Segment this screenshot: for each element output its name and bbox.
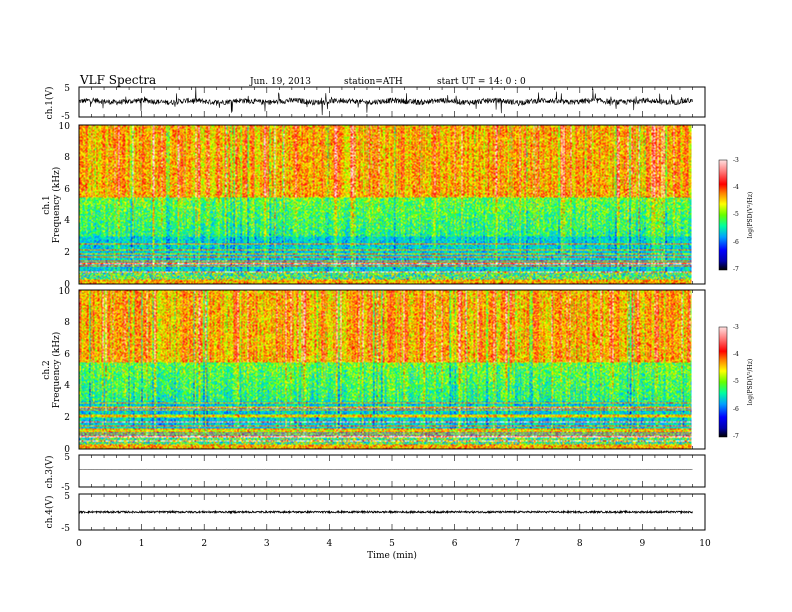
x-tick-label-9: 9	[640, 539, 646, 549]
ch2-cb-tick-m4: -4	[733, 351, 739, 358]
ch2-freq-tick-2: 2	[64, 413, 70, 423]
ch2-freq-tick-10: 10	[59, 287, 71, 297]
x-tick-label-10: 10	[699, 539, 711, 549]
ch2-freq-tick-8: 8	[64, 318, 70, 328]
x-tick-label-6: 6	[452, 539, 458, 549]
ch4-waveform-ylabel: ch.4(V)	[44, 496, 55, 529]
ch4-y-tick-top: 5	[64, 492, 70, 502]
date-label: Jun. 19, 2013	[249, 77, 311, 87]
ch1-y-tick-bottom: -5	[61, 112, 70, 122]
ch1-colorbar: -3 -4 -5 -6 -7 log(PSD(V²/Hz)	[718, 157, 754, 273]
ch2-spectrogram-ylabel-1: ch.2	[42, 360, 52, 379]
ch1-waveform-panel: 5 -5 ch.1(V)	[44, 84, 706, 122]
ch1-spectrogram-ylabel-2: Frequency (kHz)	[51, 167, 62, 244]
ch3-y-tick-top: 5	[64, 453, 70, 463]
ch2-spectrogram-ylabel-2: Frequency (kHz)	[51, 332, 62, 409]
ch1-waveform-ylabel: ch.1(V)	[44, 87, 55, 120]
ch4-waveform-panel: 5 -5 ch.4(V)	[44, 492, 706, 534]
ch2-cb-tick-m5: -5	[733, 378, 739, 385]
ch2-colorbar: -3 -4 -5 -6 -7 log(PSD(V²/Hz)	[718, 324, 754, 440]
ch2-cb-tick-m7: -7	[733, 433, 739, 440]
ch2-freq-tick-6: 6	[64, 350, 70, 360]
ch1-cb-tick-m3: -3	[733, 157, 739, 164]
ch1-freq-tick-2: 2	[64, 248, 70, 258]
ch1-freq-tick-0: 0	[64, 280, 70, 290]
ch4-waveform-ticks	[78, 494, 706, 530]
ch1-cb-tick-m6: -6	[733, 239, 739, 246]
ch1-spectrogram-raster	[79, 125, 692, 284]
x-tick-label-4: 4	[327, 539, 333, 549]
ch1-freq-tick-10: 10	[59, 122, 71, 132]
x-axis-label: Time (min)	[367, 550, 417, 561]
ch1-waveform-trace	[79, 87, 693, 116]
ch2-freq-tick-4: 4	[64, 381, 70, 391]
x-tick-label-8: 8	[577, 539, 583, 549]
ch2-cb-tick-m6: -6	[733, 406, 739, 413]
x-tick-label-7: 7	[514, 539, 520, 549]
station-label: station=ATH	[344, 77, 403, 87]
ch4-waveform-trace	[78, 509, 693, 515]
x-tick-label-5: 5	[389, 539, 395, 549]
x-tick-label-0: 0	[76, 539, 82, 549]
ch2-colorbar-scale	[718, 326, 728, 438]
ch2-colorbar-label: log(PSD(V²/Hz)	[747, 359, 754, 406]
figure-title: VLF Spectra	[79, 73, 156, 87]
ch1-freq-tick-8: 8	[64, 153, 70, 163]
ch3-waveform-ticks	[78, 455, 706, 487]
ch1-cb-tick-m7: -7	[733, 266, 739, 273]
ch1-cb-tick-m5: -5	[733, 211, 739, 218]
x-axis-tick-labels: 0 1 2 3 4 5 6 7 8 9 10	[76, 539, 711, 549]
ch1-spectrogram-ylabel-1: ch.1	[42, 195, 52, 214]
ch4-y-tick-bottom: -5	[61, 524, 70, 534]
ch1-colorbar-label: log(PSD(V²/Hz)	[747, 192, 754, 239]
ch1-waveform-ticks	[78, 87, 706, 117]
ch3-waveform-panel: 5 -5 ch.3(V)	[44, 453, 706, 493]
x-tick-label-1: 1	[139, 539, 145, 549]
ch1-y-tick-top: 5	[64, 84, 70, 94]
ch3-y-tick-bottom: -5	[61, 483, 70, 493]
ch3-waveform-ylabel: ch.3(V)	[44, 456, 55, 489]
ch1-freq-tick-4: 4	[64, 216, 70, 226]
ch1-freq-tick-6: 6	[64, 185, 70, 195]
start-ut-label: start UT = 14: 0 : 0	[437, 77, 526, 87]
ch1-cb-tick-m4: -4	[733, 184, 739, 191]
ch2-cb-tick-m3: -3	[733, 324, 739, 331]
x-tick-label-3: 3	[264, 539, 270, 549]
ch1-colorbar-scale	[718, 159, 728, 271]
x-tick-label-2: 2	[201, 539, 207, 549]
ch2-freq-tick-0: 0	[64, 445, 70, 455]
ch2-spectrogram-raster	[79, 290, 692, 449]
